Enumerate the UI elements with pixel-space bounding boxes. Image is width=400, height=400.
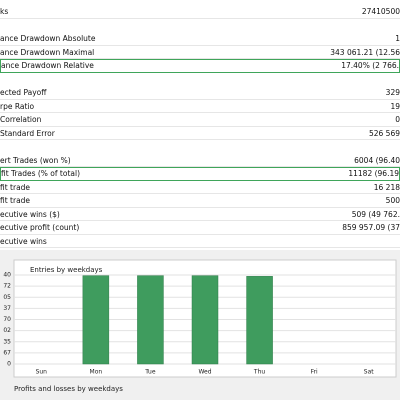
x-tick-label: Mon xyxy=(90,369,103,376)
report-row: ance Drawdown Absolute 1 xyxy=(0,32,400,46)
row-value: 509 (49 762. xyxy=(351,209,400,219)
row-value: 16 218 xyxy=(373,182,400,192)
row-value: 500 xyxy=(385,196,400,205)
bar xyxy=(246,276,273,365)
y-tick-label: 37 xyxy=(3,305,11,312)
row-label: ecutive wins xyxy=(0,236,47,246)
y-tick-label: 0 xyxy=(7,361,11,368)
row-value: 27410500 xyxy=(361,7,400,16)
spacer xyxy=(0,73,400,87)
report-row: ected Payoff 329 xyxy=(0,86,400,100)
report-row: ecutive wins xyxy=(0,235,400,248)
row-value: 859 957.09 (37 xyxy=(342,223,400,232)
report-row: ks 27410500 xyxy=(0,5,400,19)
row-label: ance Drawdown Relative xyxy=(1,61,94,70)
y-tick-label: 05 xyxy=(3,294,11,301)
row-label: ance Drawdown Absolute xyxy=(0,34,96,43)
y-tick-label: 70 xyxy=(3,316,11,323)
row-value: 0 xyxy=(395,115,400,124)
row-value: 526 569 xyxy=(368,128,400,138)
report-row: fit trade 16 218 xyxy=(0,181,400,194)
row-value: 17.40% (2 766. xyxy=(341,61,399,70)
row-label: fit trade xyxy=(0,182,31,192)
x-tick-label: Sun xyxy=(36,369,48,376)
x-tick-label: Thu xyxy=(253,369,265,376)
row-label: ected Payoff xyxy=(0,88,47,97)
charts: Entries by weekdays Profits and losses b… xyxy=(0,250,400,400)
y-tick-label: 40 xyxy=(3,272,11,279)
spacer xyxy=(0,140,400,154)
bar xyxy=(82,275,110,365)
y-tick-label: 67 xyxy=(3,349,11,356)
chart-title: Profits and losses by weekdays xyxy=(14,385,123,393)
row-label: Standard Error xyxy=(0,128,55,138)
row-label: ks xyxy=(0,7,9,16)
report-row: ert Trades (won %) 6004 (96.40 xyxy=(0,154,400,167)
x-tick-label: Tue xyxy=(144,369,156,376)
report-row: Standard Error 526 569 xyxy=(0,127,400,140)
row-value: 329 xyxy=(385,88,400,97)
report-row: rpe Ratio 19 xyxy=(0,100,400,113)
report-row: ance Drawdown Maximal 343 061.21 (12.56 xyxy=(0,46,400,59)
row-label: fit Trades (% of total) xyxy=(1,169,80,178)
bar xyxy=(137,275,164,365)
row-label: fit trade xyxy=(0,196,31,205)
row-value: 6004 (96.40 xyxy=(354,155,400,165)
row-label: ecutive wins ($) xyxy=(0,209,60,219)
row-value: 19 xyxy=(390,101,400,111)
row-label: Correlation xyxy=(0,115,42,124)
row-label: ecutive profit (count) xyxy=(0,223,80,232)
report-row: ecutive profit (count) 859 957.09 (37 xyxy=(0,221,400,235)
y-tick-label: 72 xyxy=(3,283,11,290)
row-value: 343 061.21 (12.56 xyxy=(330,47,400,57)
y-tick-label: 02 xyxy=(3,327,11,334)
report-row: fit trade 500 xyxy=(0,194,400,208)
spacer xyxy=(0,19,400,33)
report-table: ks 27410500 ance Drawdown Absolute 1 ance Dr… xyxy=(0,5,400,248)
bar xyxy=(191,275,219,365)
report-row: ecutive wins ($) 509 (49 762. xyxy=(0,208,400,221)
row-label: ance Drawdown Maximal xyxy=(0,47,95,57)
y-tick-label: 35 xyxy=(3,338,11,345)
report-row: fit Trades (% of total) 11182 (96.19 xyxy=(0,167,400,181)
row-label: ert Trades (won %) xyxy=(0,155,71,165)
report-row: ance Drawdown Relative 17.40% (2 766. xyxy=(0,59,400,73)
report-row: Correlation 0 xyxy=(0,113,400,127)
x-tick-label: Wed xyxy=(198,369,211,376)
row-label: rpe Ratio xyxy=(0,101,35,111)
row-value: 1 xyxy=(395,34,400,43)
x-tick-label: Fri xyxy=(311,369,318,376)
x-tick-label: Sat xyxy=(364,369,374,376)
chart-title: Entries by weekdays xyxy=(30,266,103,274)
row-value: 11182 (96.19 xyxy=(348,169,399,178)
